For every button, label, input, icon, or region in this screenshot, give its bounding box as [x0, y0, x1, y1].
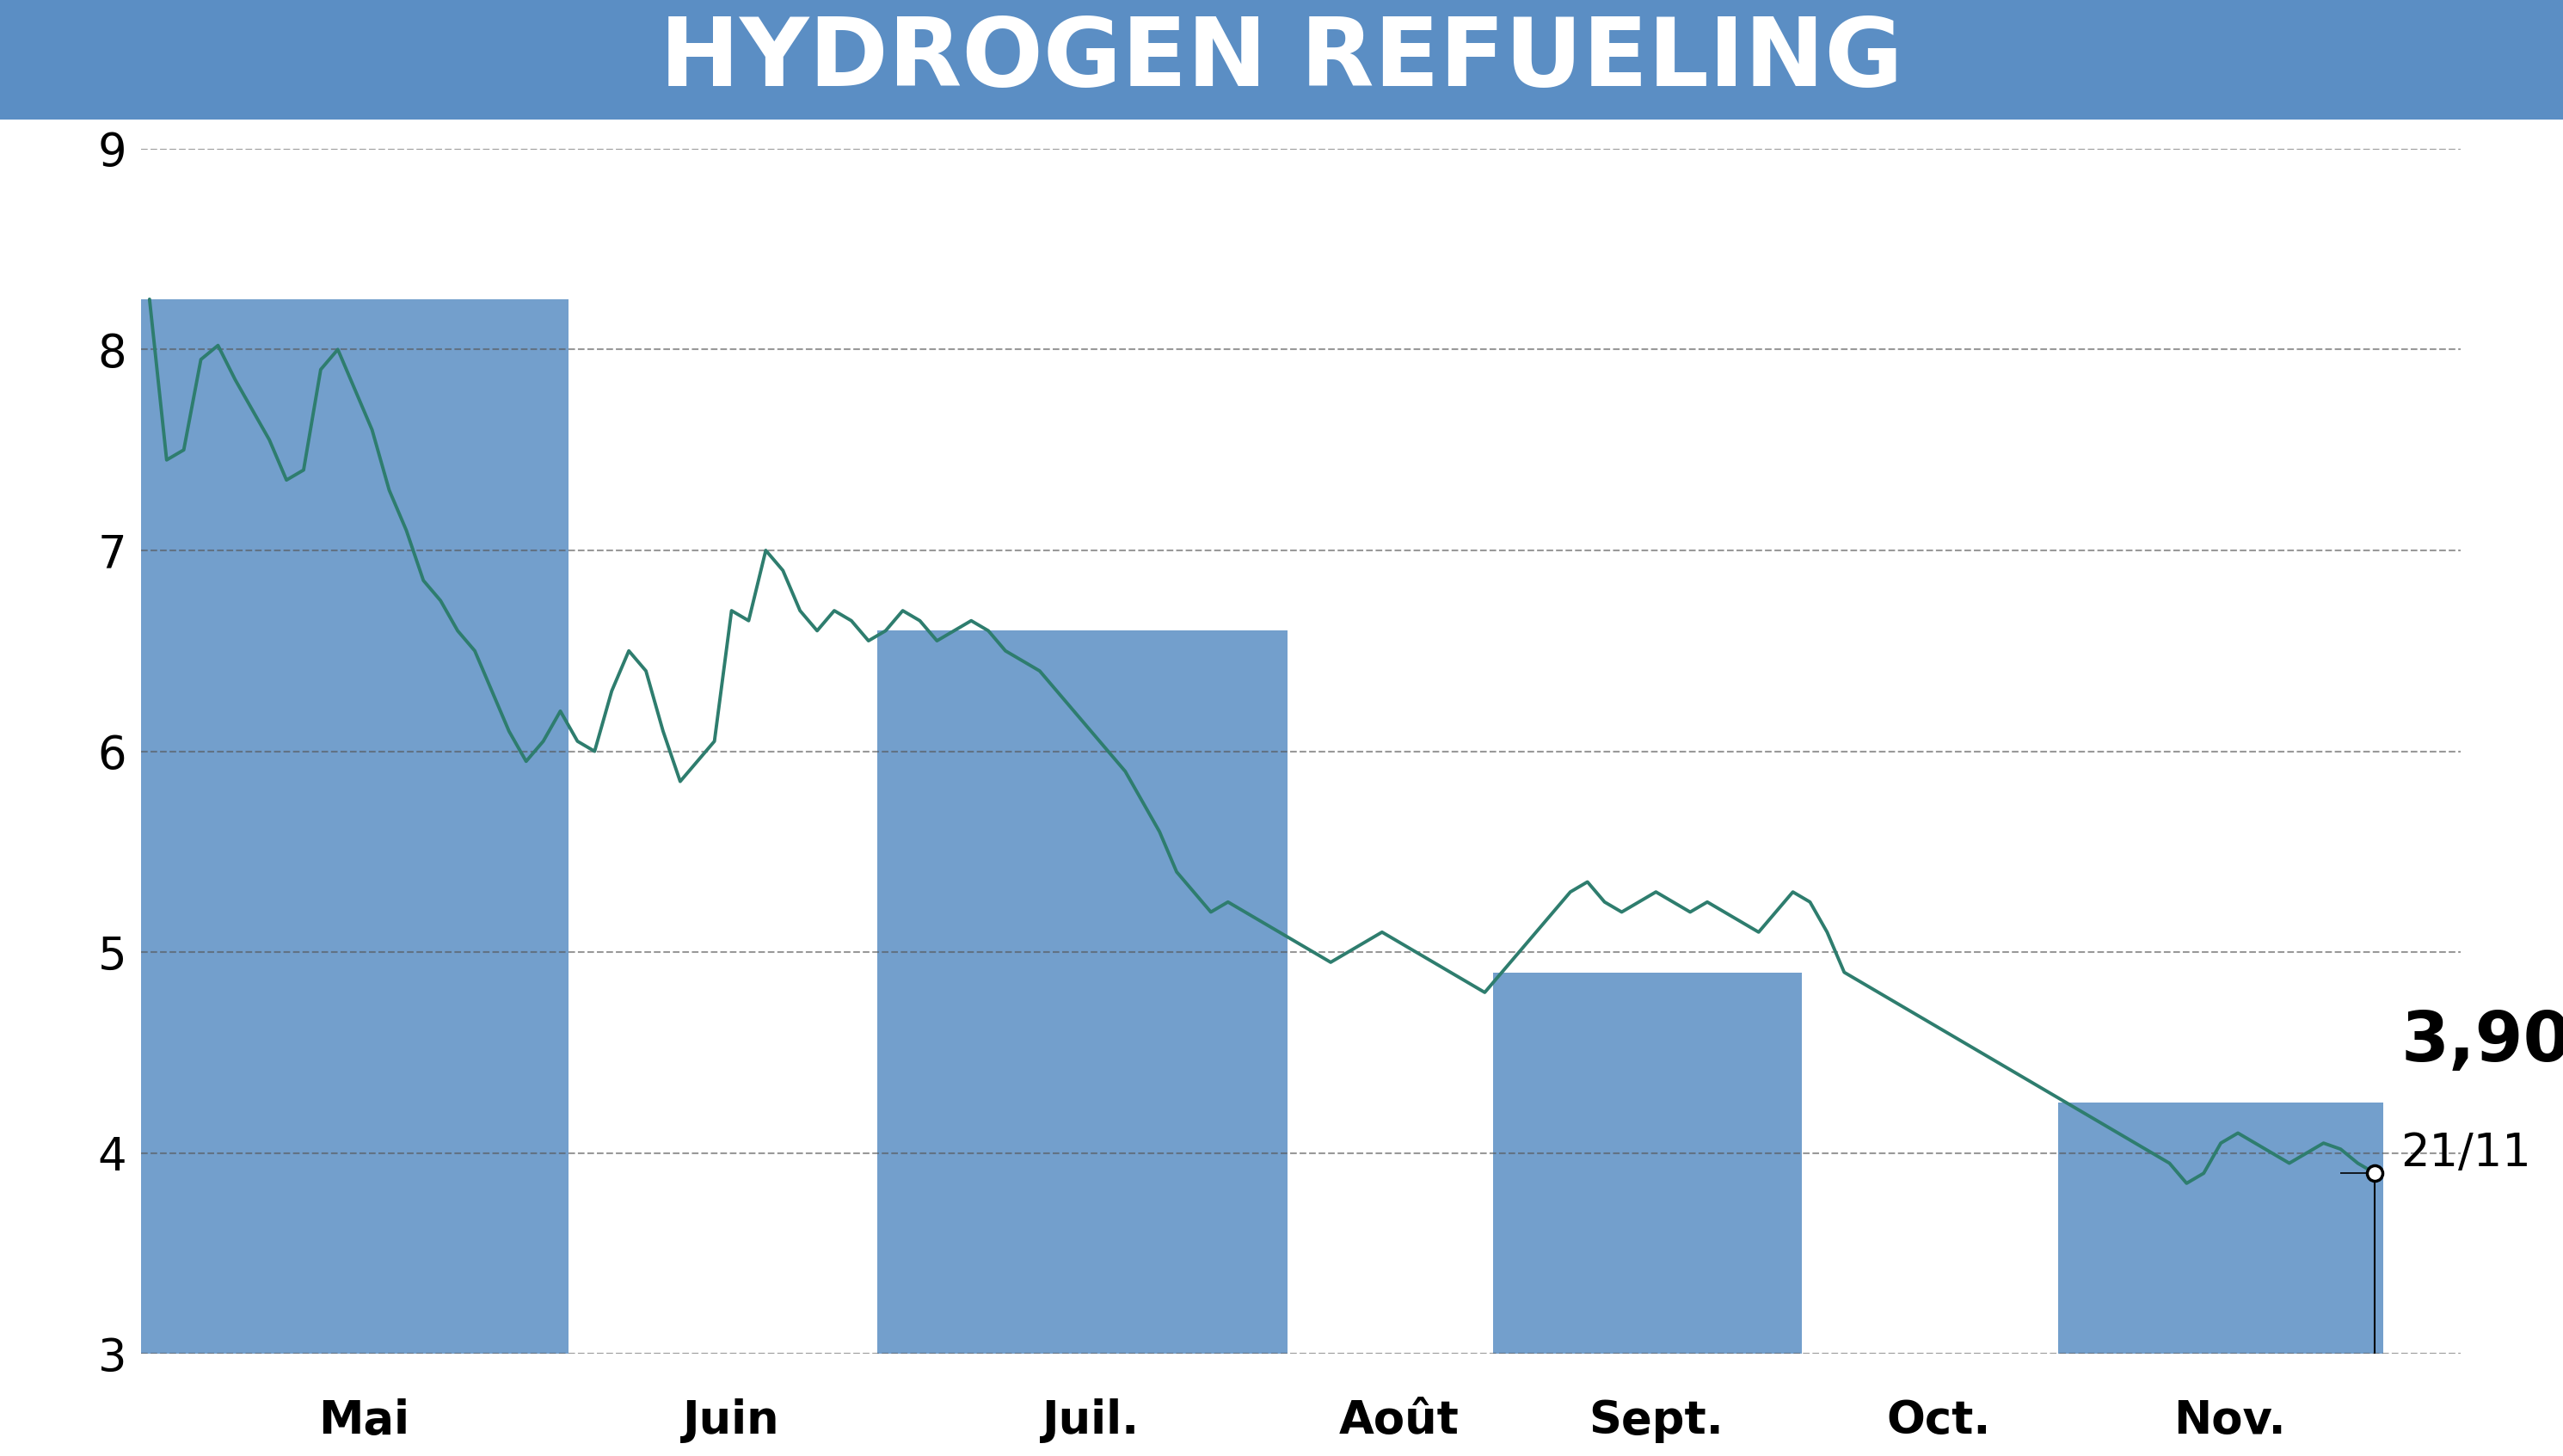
Bar: [141, 298, 569, 1354]
Text: Mai: Mai: [318, 1398, 410, 1443]
Text: Sept.: Sept.: [1589, 1398, 1722, 1443]
Text: Juil.: Juil.: [1043, 1398, 1141, 1443]
Text: Juin: Juin: [684, 1398, 779, 1443]
Bar: [877, 630, 1287, 1354]
Text: Oct.: Oct.: [1886, 1398, 1991, 1443]
Text: 3,90: 3,90: [2402, 1009, 2563, 1076]
Bar: [1494, 973, 1802, 1354]
Text: HYDROGEN REFUELING: HYDROGEN REFUELING: [659, 13, 1904, 106]
Bar: [2058, 1104, 2384, 1354]
Text: Nov.: Nov.: [2173, 1398, 2286, 1443]
Text: 21/11: 21/11: [2402, 1131, 2532, 1175]
Text: Août: Août: [1338, 1398, 1458, 1443]
